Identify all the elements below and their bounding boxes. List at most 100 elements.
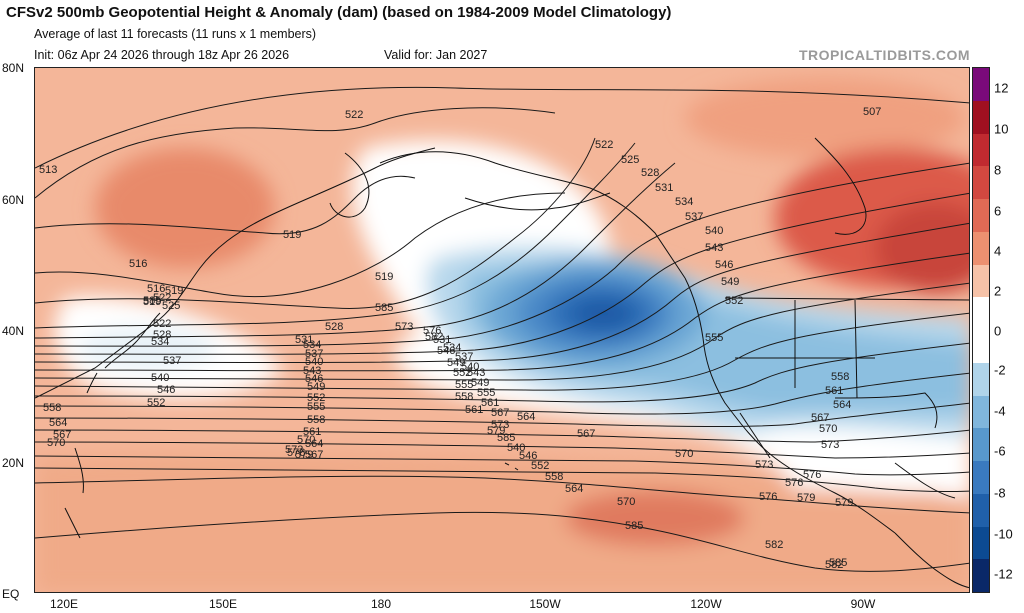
colorbar-segment <box>973 264 989 298</box>
lon-label-120e: 120E <box>49 597 79 611</box>
contour-label: 519 <box>283 229 301 241</box>
anomaly-shading <box>35 78 969 592</box>
contour-label: 540 <box>705 225 723 237</box>
contour-label: 549 <box>721 276 739 288</box>
contour-label: 558 <box>455 391 473 403</box>
lat-label-20n: 20N <box>2 456 25 470</box>
contour-label: 585 <box>625 520 643 532</box>
contour-label: 561 <box>481 397 499 409</box>
contour-label: 528 <box>641 167 659 179</box>
contour-label: 525 <box>621 154 639 166</box>
contour-label: 540 <box>151 372 169 384</box>
contour-label: 531 <box>295 334 313 346</box>
contour-label: 570 <box>819 423 837 435</box>
contour-label: 543 <box>467 367 485 379</box>
colorbar-label-10: 10 <box>994 121 1009 137</box>
contour-label: 507 <box>863 106 881 118</box>
colorbar-segment <box>973 330 989 363</box>
contour-label: 549 <box>471 377 489 389</box>
colorbar-segment <box>973 526 989 560</box>
contour-label: 561 <box>303 426 321 438</box>
colorbar-label-neg12: -12 <box>994 566 1013 582</box>
colorbar-segment <box>973 100 989 134</box>
contour-label: 576 <box>803 469 821 481</box>
colorbar-segment <box>973 395 989 429</box>
colorbar-segment <box>973 297 989 330</box>
contour-label: 579 <box>797 492 815 504</box>
colorbar-label-0: 0 <box>994 323 1002 339</box>
lat-label-60n: 60N <box>2 193 25 207</box>
contour-label: 576 <box>423 325 441 337</box>
contour-label: 576 <box>759 491 777 503</box>
contour-label: 579 <box>295 449 313 461</box>
contour-label: 564 <box>49 417 67 429</box>
contour-label: 534 <box>303 339 321 351</box>
colorbar-segment <box>973 133 989 167</box>
contour-label: 537 <box>305 348 323 360</box>
contour-label: 555 <box>455 379 473 391</box>
contour-label: 573 <box>285 444 303 456</box>
contour-label: 567 <box>53 429 71 441</box>
contour-label: 534 <box>675 196 693 208</box>
contour-label: 516 <box>129 258 147 270</box>
contour-label: 570 <box>675 448 693 460</box>
contour-label: 576 <box>785 477 803 489</box>
contour-label: 540 <box>305 356 323 368</box>
contour-label: 573 <box>395 321 413 333</box>
contour-label: 522 <box>345 109 363 121</box>
contour-label: 570 <box>47 437 65 449</box>
contour-label: 582 <box>825 559 843 571</box>
lon-label-150w: 150W <box>529 597 561 611</box>
contour-label: 522 <box>153 292 171 304</box>
contour-label: 528 <box>325 321 343 333</box>
contour-label: 537 <box>685 211 703 223</box>
contour-label: 555 <box>307 401 325 413</box>
contour-label: 561 <box>825 385 843 397</box>
colorbar-segment <box>973 231 989 265</box>
lat-label-40n: 40N <box>2 324 25 338</box>
contour-label: 558 <box>831 371 849 383</box>
contour-label: 582 <box>425 331 443 343</box>
contour-label: 585 <box>829 557 847 569</box>
valid-time: Valid for: Jan 2027 <box>384 48 488 62</box>
colorbar-label-12: 12 <box>994 80 1009 96</box>
contour-label: 552 <box>307 392 325 404</box>
contour-label: 573 <box>491 419 509 431</box>
colorbar-segment <box>973 428 989 461</box>
contour-label: 522 <box>153 318 171 330</box>
contour-label: 537 <box>163 355 181 367</box>
contour-label: 558 <box>43 402 61 414</box>
colorbar-label-neg2: -2 <box>994 362 1006 378</box>
chart-subtitle: Average of last 11 forecasts (11 runs x … <box>34 27 317 41</box>
colorbar-segment <box>973 461 989 494</box>
contour-label: 564 <box>565 483 583 495</box>
contour-label: 519 <box>165 285 183 297</box>
contour-label: 552 <box>453 367 471 379</box>
contour-label: 552 <box>147 397 165 409</box>
contour-label: 546 <box>519 450 537 462</box>
colorbar-label-6: 6 <box>994 203 1002 219</box>
lon-label-150e: 150E <box>208 597 238 611</box>
contour-label: 555 <box>477 387 495 399</box>
contour-label: 549 <box>307 381 325 393</box>
contour-label: 570 <box>617 496 635 508</box>
colorbar-label-8: 8 <box>994 162 1002 178</box>
coastlines <box>35 137 969 589</box>
contour-label: 567 <box>811 412 829 424</box>
contour-label: 528 <box>153 329 171 341</box>
colorbar-segment <box>973 493 989 527</box>
colorbar-segment <box>973 68 989 101</box>
contour-label: 573 <box>755 459 773 471</box>
contour-label: 537 <box>455 351 473 363</box>
contour-label: 513 <box>39 164 57 176</box>
contour-label: 519 <box>143 296 161 308</box>
colorbar-segment <box>973 362 989 396</box>
contour-label: 558 <box>307 414 325 426</box>
map-canvas: 5135165195195195225225255075225255285315… <box>35 68 969 592</box>
lon-label-180: 180 <box>370 597 392 611</box>
contour-label: 543 <box>303 365 321 377</box>
colorbar-segment <box>973 199 989 232</box>
contour-label: 579 <box>835 497 853 509</box>
contour-label: 567 <box>305 449 323 461</box>
contour-label: 546 <box>715 259 733 271</box>
